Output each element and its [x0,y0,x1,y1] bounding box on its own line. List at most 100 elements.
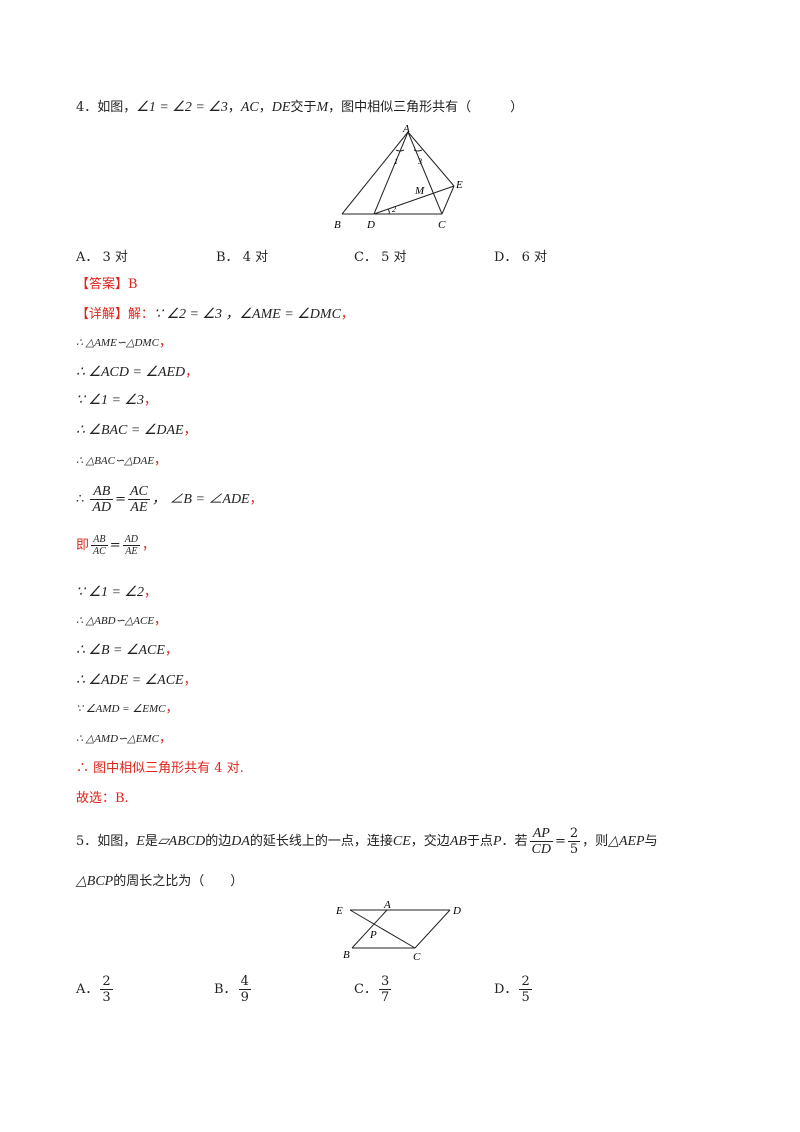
comma: ， [165,701,179,716]
text: 是 [144,834,158,849]
q4-comma: ， [258,100,272,115]
numerator: 2 [100,974,113,990]
q4-step-6: ∴ △BAC∽△DAE， [76,452,167,470]
denominator: 7 [380,990,390,1005]
q4-segment-de: DE [271,100,291,115]
step-5: ∴ ∠BAC = ∠DAE [76,423,184,438]
q4-label-e: E [455,179,463,191]
q4-meet-text: 交于 [290,100,317,115]
q5-option-b: B． 4 9 [214,974,253,1005]
q4-option-d: D． 6 对 [494,246,547,265]
denominator: CD [531,842,551,857]
numerator: 3 [378,974,392,990]
q5-question-text: 的周长之比为（ ） [113,874,244,889]
denominator: AE [130,500,148,515]
comma: ， [142,538,156,553]
q4-segment-ac: AC [240,100,259,115]
q5-label-c: C [413,951,421,963]
step-4: ∵ ∠1 = ∠3 [76,393,144,408]
q5-option-a: A． 2 3 [76,974,115,1005]
q5-triangle-aep: △AEP [608,834,645,849]
q4-figure: A B D C E M 1 3 2 [334,124,463,231]
text: ，则 [582,834,609,849]
q5-point-e: E [136,834,145,849]
q5-figure: E A D P B C [335,899,461,963]
text: ．若 [501,834,528,849]
q4-step-7: ∴ AB AD = AC AE， ∠B = ∠ADE， [76,482,263,518]
numerator: AC [128,484,150,500]
q4-angle-label-3: 3 [417,157,422,166]
q5-side-da: DA [231,834,250,849]
text: 的延长线上的一点，连接 [249,834,393,849]
equals: = [115,492,126,507]
answer-tag: 【答案】 [76,277,129,292]
option-letter: A． [76,982,99,997]
option-text: 3 对 [102,250,128,265]
q4-step-4: ∵ ∠1 = ∠3， [76,392,157,410]
comma: ， [143,393,157,408]
q4-detail-line-1: 【详解】解：∵ ∠2 = ∠3 ，∠AME = ∠DMC， [76,306,354,324]
equals: = [554,834,566,849]
comma: ， [158,335,172,350]
q5-triangle-bcp: △BCP [76,874,114,889]
option-letter: A． [76,250,99,265]
option-text: 4 对 [242,250,269,265]
q5-intro: 如图， [97,834,137,849]
denominator: AE [125,546,138,557]
q5-parallelogram: ▱ABCD [157,834,206,849]
step-14: ∴ △AMD∽△EMC [76,733,159,745]
numerator: 2 [567,826,581,842]
comma: ， [143,585,157,600]
step-12: ∴ ∠ADE = ∠ACE [76,673,184,688]
comma: ， [154,453,168,468]
q5-label-p: P [369,929,377,941]
q4-point-m: M [316,100,329,115]
option-letter: C． [354,982,377,997]
option-text: 5 对 [381,250,407,265]
q5-option-d: D． 2 5 [494,974,534,1005]
q5-number: 5． [76,834,98,849]
numerator: 4 [238,974,251,990]
comma: ， [154,613,168,628]
text: ，交边 [410,834,450,849]
q5-label-a: A [383,899,391,911]
q4-stem: 4．如图，∠1 = ∠2 = ∠3，AC，DE交于M，图中相似三角形共有（ ） [76,99,523,117]
therefore: ∴ [76,492,85,507]
q4-label-m: M [414,185,425,197]
q4-label-c: C [438,219,446,231]
q4-angle-label-1: 1 [394,157,398,166]
fraction-ab-ad: AB AD [90,484,114,515]
detail-prefix: 解： [128,307,155,322]
step-3: ∴ ∠ACD = ∠AED [76,365,186,380]
q4-label-d: D [366,219,375,231]
q5-stem-line-2: △BCP的周长之比为（ ） [76,873,243,891]
comma: ， [164,643,178,658]
option-letter: D． [494,250,518,265]
answer-value: B [128,277,138,292]
comma: ， [183,673,197,688]
option-text: 6 对 [521,250,547,265]
option-letter: D． [494,982,518,997]
fraction-ac-ae: AC AE [128,484,150,515]
q5-segment-ce: CE [392,834,411,849]
q5-option-c: C． 3 7 [354,974,393,1005]
namely: 即 [76,538,90,553]
q5-label-b: B [343,949,350,961]
q4-step-9: ∵ ∠1 = ∠2， [76,584,157,602]
q4-answer: 【答案】B [76,276,138,294]
fraction-ap-cd: AP CD [529,826,553,857]
q5-label-e: E [335,905,343,917]
q4-option-b: B． 4 对 [216,246,268,265]
step-15: ∴ 图中相似三角形共有 4 对. [76,761,244,776]
option-letter: B． [214,982,237,997]
q4-number: 4． [76,100,98,115]
q4-step-10: ∴ △ABD∽△ACE， [76,612,167,630]
numerator: AB [90,484,114,500]
step-13: ∵ ∠AMD = ∠EMC [76,703,166,715]
q4-intro: 如图， [97,100,137,115]
q4-step-3: ∴ ∠ACD = ∠AED， [76,364,198,382]
